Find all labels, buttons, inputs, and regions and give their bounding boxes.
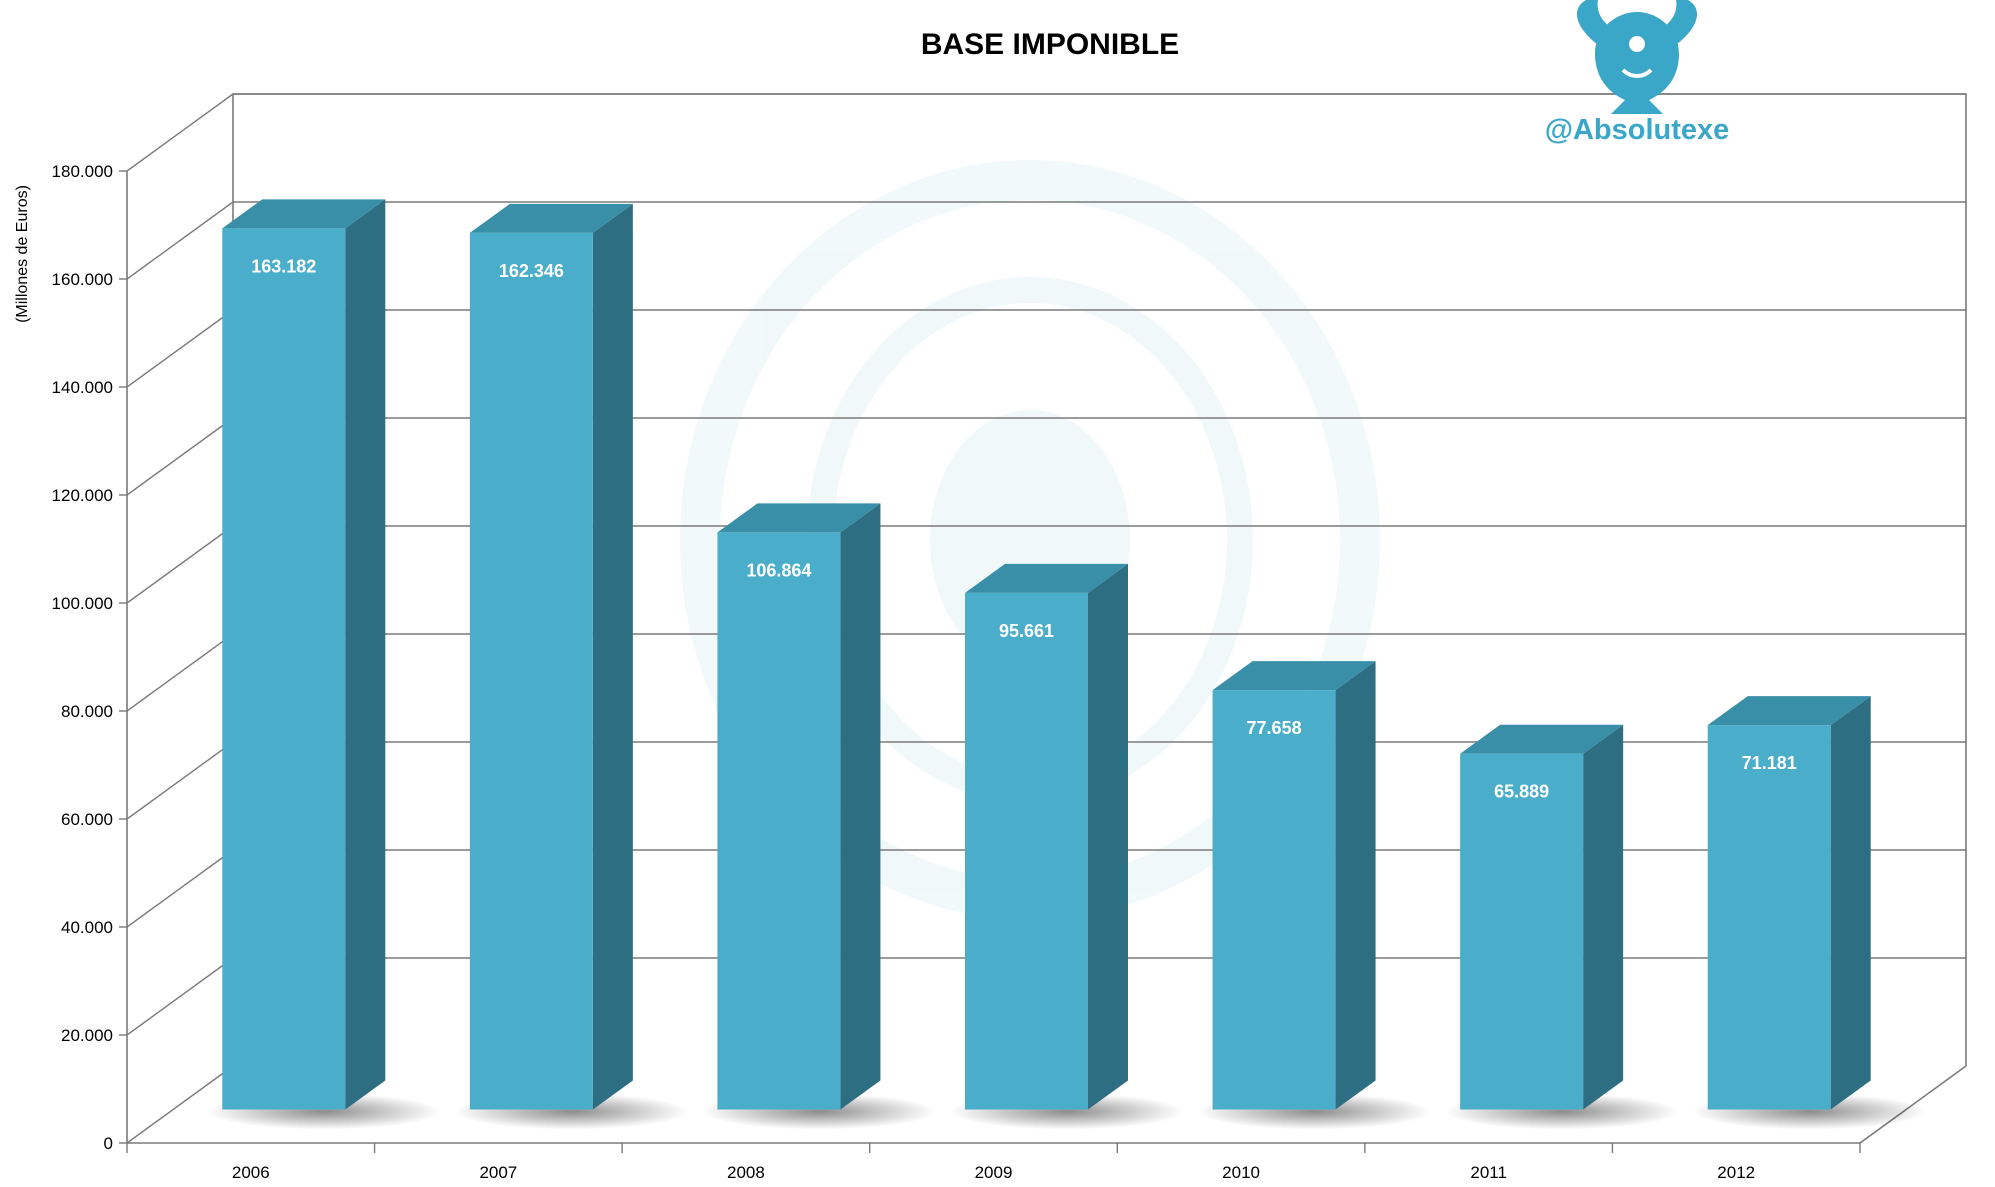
gridline-diagonal	[126, 417, 234, 496]
bar-side	[592, 203, 633, 1110]
x-tick-label: 2009	[975, 1163, 1013, 1182]
bar	[717, 532, 841, 1110]
watermark-handle: @Absolutexe	[1545, 114, 1730, 146]
gridline-diagonal	[126, 93, 234, 172]
gridline-diagonal	[126, 957, 234, 1036]
bar-top	[1212, 661, 1376, 691]
bar-value-label: 95.661	[999, 621, 1054, 641]
y-tick-label: 100.000	[52, 594, 113, 613]
bar	[965, 592, 1088, 1110]
bar	[222, 228, 346, 1110]
gridline-diagonal	[126, 201, 234, 280]
x-tick-label: 2006	[232, 1163, 270, 1182]
bar-side	[1583, 724, 1624, 1110]
bar-side	[1088, 563, 1128, 1110]
bar-side	[1830, 696, 1871, 1110]
y-tick-label: 40.000	[61, 918, 113, 937]
bar-side	[1335, 661, 1376, 1110]
bar-top	[1707, 696, 1871, 726]
x-tick-label: 2010	[1222, 1163, 1260, 1182]
bar-side	[345, 199, 386, 1110]
bar-side	[840, 503, 881, 1110]
x-tick-label: 2011	[1470, 1163, 1507, 1182]
gridline-diagonal	[126, 633, 234, 712]
bar-value-label: 163.182	[251, 256, 316, 276]
y-tick-label: 120.000	[52, 486, 113, 505]
bar-top	[222, 199, 386, 229]
y-tick-label: 20.000	[61, 1026, 113, 1045]
gridline-diagonal	[126, 309, 234, 388]
gridline-diagonal	[126, 525, 234, 604]
x-tick-label: 2012	[1717, 1163, 1755, 1182]
gridline-diagonal	[126, 1065, 234, 1144]
bar-value-label: 162.346	[499, 261, 564, 281]
y-axis-label: (Millones de Euros)	[14, 185, 31, 323]
x-tick-label: 2007	[479, 1163, 517, 1182]
bar-value-label: 106.864	[746, 560, 811, 580]
y-tick-label: 140.000	[52, 378, 113, 397]
y-tick-label: 80.000	[61, 702, 113, 721]
x-tick-label: 2008	[727, 1163, 765, 1182]
griffin-logo-icon	[1577, 0, 1697, 114]
bar	[469, 232, 593, 1110]
y-tick-label: 60.000	[61, 810, 113, 829]
bar-value-label: 71.181	[1742, 753, 1797, 773]
chart-title: BASE IMPONIBLE	[921, 28, 1179, 61]
gridline-diagonal	[126, 849, 234, 928]
bar-top	[469, 203, 633, 233]
bar	[1460, 753, 1584, 1110]
bar-value-label: 65.889	[1494, 782, 1549, 802]
gridline-diagonal	[126, 741, 234, 820]
y-tick-label: 180.000	[52, 162, 113, 181]
y-tick-label: 0	[104, 1134, 113, 1153]
y-tick-label: 160.000	[52, 270, 113, 289]
bar-top	[717, 503, 881, 533]
bar-top	[1460, 724, 1624, 754]
bar-top	[965, 563, 1128, 593]
bar	[1212, 690, 1336, 1110]
bar	[1707, 725, 1831, 1110]
bar-value-label: 77.658	[1247, 718, 1302, 738]
